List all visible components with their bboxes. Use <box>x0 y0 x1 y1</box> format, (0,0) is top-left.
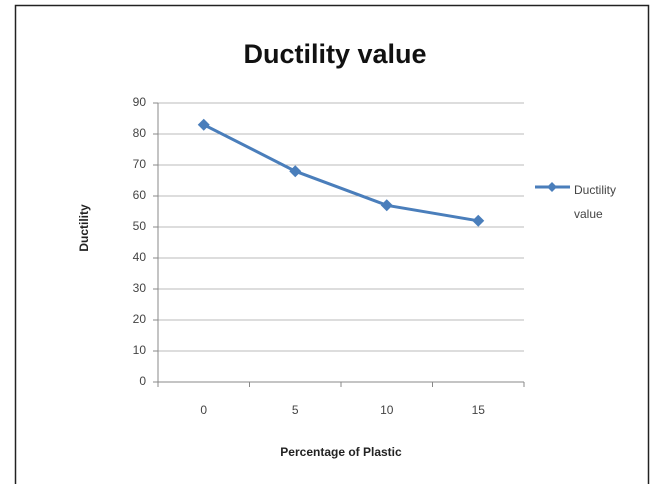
legend-label: Ductility value <box>574 183 617 221</box>
y-tick-label: 0 <box>139 374 146 388</box>
y-tick-label: 50 <box>133 219 147 233</box>
y-tick-label: 80 <box>133 126 147 140</box>
x-tick-label: 0 <box>200 403 207 417</box>
x-tick-label: 15 <box>472 403 486 417</box>
y-tick-label: 10 <box>133 343 147 357</box>
data-point <box>289 165 302 178</box>
y-tick-label: 90 <box>133 95 147 109</box>
y-tick-label: 70 <box>133 157 147 171</box>
x-axis-title: Percentage of Plastic <box>280 445 402 459</box>
data-point <box>472 214 485 227</box>
chart-frame <box>14 4 650 484</box>
y-tick-label: 30 <box>133 281 147 295</box>
y-tick-label: 60 <box>133 188 147 202</box>
series-line <box>203 123 479 223</box>
y-tick-label: 40 <box>133 250 147 264</box>
y-axis-title: Ductility <box>77 204 91 252</box>
y-tick-label: 20 <box>133 312 147 326</box>
data-point <box>380 199 393 212</box>
x-tick-label: 5 <box>292 403 299 417</box>
legend-marker <box>547 182 557 192</box>
data-point <box>197 118 210 131</box>
x-tick-label: 10 <box>380 403 394 417</box>
chart-title: Ductility value <box>243 39 426 69</box>
